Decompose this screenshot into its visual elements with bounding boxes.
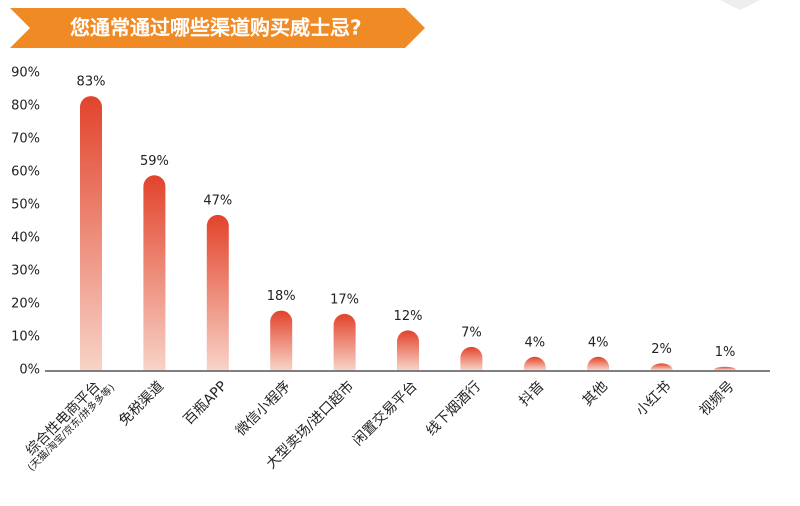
x-tick-label: 线下烟酒行 — [423, 378, 484, 439]
x-tick-sublabel: (天猫/淘宝/京东/拼多多等) — [25, 381, 118, 474]
value-label: 47% — [203, 193, 232, 208]
y-tick-label: 50% — [11, 198, 40, 213]
y-tick-label: 30% — [11, 264, 40, 279]
bar — [714, 366, 736, 370]
decoration — [720, 0, 760, 10]
y-tick-label: 40% — [11, 231, 40, 246]
x-tick-label: 闲置交易平台 — [349, 378, 420, 449]
x-tick-label: 视频号 — [697, 378, 738, 419]
bar — [587, 356, 610, 370]
y-tick-label: 80% — [11, 99, 40, 114]
bar — [143, 175, 166, 370]
x-tick-label: 其他 — [580, 378, 611, 409]
bar — [270, 310, 293, 370]
y-tick-label: 90% — [11, 66, 40, 81]
y-tick-label: 10% — [11, 330, 40, 345]
value-label: 83% — [77, 75, 106, 90]
value-label: 59% — [140, 154, 169, 169]
value-label: 7% — [461, 325, 482, 340]
value-label: 2% — [651, 342, 672, 357]
value-label: 4% — [588, 335, 609, 350]
value-label: 12% — [394, 309, 423, 324]
bar — [80, 96, 102, 370]
bar — [460, 346, 483, 370]
bar — [206, 214, 229, 370]
y-tick-label: 70% — [11, 132, 40, 147]
value-label: 1% — [715, 345, 736, 360]
y-tick-label: 0% — [19, 363, 40, 378]
x-tick-label: 微信小程序 — [233, 378, 294, 439]
x-tick-label: 抖音 — [516, 378, 548, 410]
x-tick-label: 小红书 — [633, 378, 674, 419]
chart-title: 您通常通过哪些渠道购买威士忌? — [70, 16, 362, 40]
value-label: 17% — [330, 292, 359, 307]
x-tick-label: 免税渠道 — [116, 378, 167, 429]
x-tick-label: 百瓶APP — [181, 378, 231, 428]
y-tick-label: 60% — [11, 165, 40, 180]
bar — [333, 313, 356, 370]
bar — [397, 330, 419, 370]
x-tick-label: 综合性电商平台 — [23, 378, 104, 459]
title-banner — [10, 8, 425, 48]
value-label: 18% — [267, 289, 296, 304]
value-label: 4% — [524, 335, 545, 350]
y-tick-label: 20% — [11, 297, 40, 312]
bar — [650, 363, 673, 370]
bar — [523, 356, 546, 370]
